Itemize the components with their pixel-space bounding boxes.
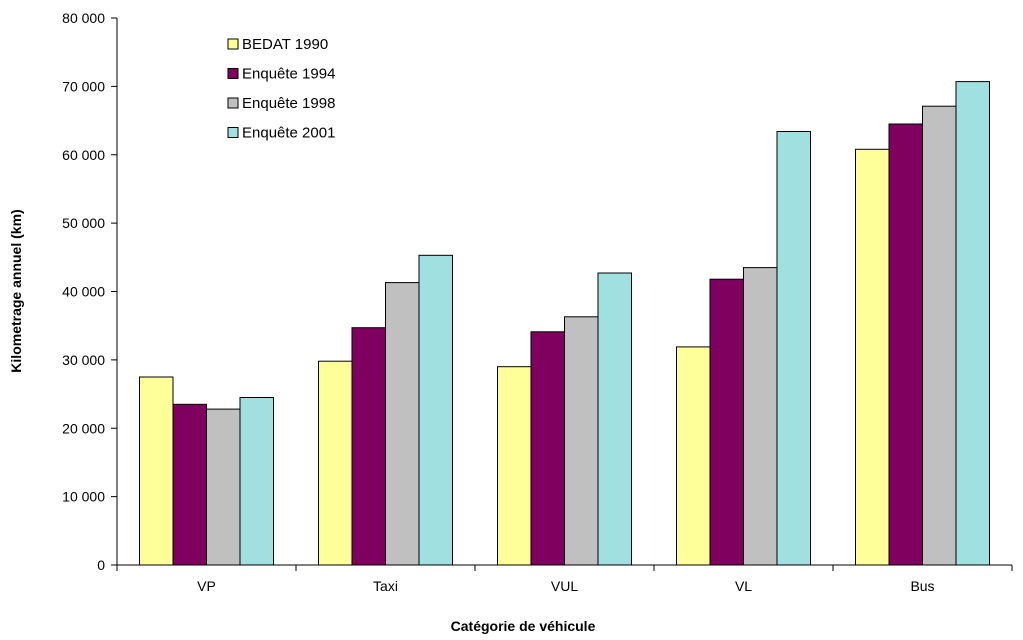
bar-vp-series-1 xyxy=(140,377,174,565)
legend-label: Enquête 1994 xyxy=(242,66,335,83)
bar-taxi-series-4 xyxy=(419,255,453,565)
bar-bus-series-2 xyxy=(889,124,923,565)
bar-bus-series-3 xyxy=(923,106,957,565)
y-tick-label: 80 000 xyxy=(62,10,105,26)
y-tick-label: 40 000 xyxy=(62,284,105,300)
y-tick-label: 30 000 xyxy=(62,352,105,368)
y-tick-label: 60 000 xyxy=(62,147,105,163)
y-tick-label: 0 xyxy=(97,557,105,573)
legend-swatch xyxy=(228,69,238,79)
legend-swatch xyxy=(228,128,238,138)
x-axis-title: Catégorie de véhicule xyxy=(451,618,596,634)
bar-taxi-series-2 xyxy=(352,328,386,565)
bar-vul-series-2 xyxy=(531,332,565,565)
x-tick-label: VL xyxy=(735,578,752,594)
x-tick-label: Bus xyxy=(910,578,934,594)
bar-vl-series-2 xyxy=(710,279,744,565)
y-tick-label: 50 000 xyxy=(62,215,105,231)
x-tick-label: VUL xyxy=(551,578,578,594)
y-tick-label: 20 000 xyxy=(62,420,105,436)
legend-swatch xyxy=(228,98,238,108)
x-tick-label: Taxi xyxy=(373,578,398,594)
x-tick-label: VP xyxy=(197,578,216,594)
bar-vul-series-4 xyxy=(598,273,632,565)
bar-taxi-series-3 xyxy=(386,283,420,565)
bar-vl-series-3 xyxy=(744,268,778,565)
bars-group xyxy=(140,82,990,565)
legend: BEDAT 1990 Enquête 1994 Enquête 1998 Enquêt… xyxy=(228,36,335,142)
bar-vp-series-2 xyxy=(173,404,207,565)
bar-vl-series-4 xyxy=(777,132,811,566)
bar-bus-series-4 xyxy=(956,82,990,565)
bar-vp-series-3 xyxy=(207,409,241,565)
legend-label: Enquête 1998 xyxy=(242,95,335,112)
legend-swatch xyxy=(228,39,238,49)
y-axis-title: Kilometrage annuel (km) xyxy=(8,209,24,372)
y-tick-label: 10 000 xyxy=(62,489,105,505)
bar-vul-series-3 xyxy=(565,317,599,565)
bar-vp-series-4 xyxy=(240,398,274,566)
legend-label: Enquête 2001 xyxy=(242,125,335,142)
bar-taxi-series-1 xyxy=(319,361,353,565)
bar-vul-series-1 xyxy=(498,367,532,565)
bar-vl-series-1 xyxy=(677,347,711,565)
legend-label: BEDAT 1990 xyxy=(242,36,328,53)
bar-bus-series-1 xyxy=(856,149,890,565)
y-tick-label: 70 000 xyxy=(62,78,105,94)
